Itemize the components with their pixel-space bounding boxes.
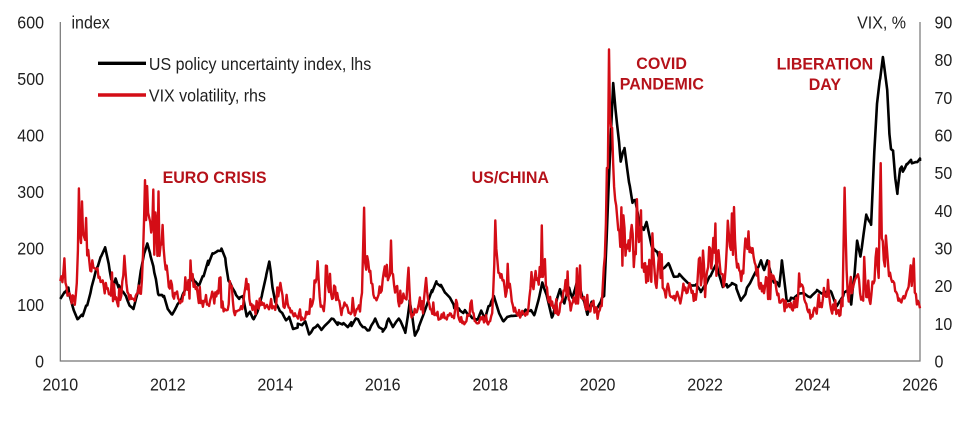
svg-text:60: 60 <box>935 126 953 146</box>
svg-text:US policy uncertainty index, l: US policy uncertainty index, lhs <box>149 54 371 74</box>
svg-text:2010: 2010 <box>43 375 79 395</box>
svg-text:0: 0 <box>35 352 44 372</box>
svg-text:2020: 2020 <box>580 375 616 395</box>
svg-text:EURO CRISIS: EURO CRISIS <box>163 169 267 187</box>
svg-text:VIX, %: VIX, % <box>857 13 906 33</box>
svg-text:500: 500 <box>17 69 44 89</box>
svg-text:10: 10 <box>935 314 953 334</box>
svg-text:600: 600 <box>17 13 44 33</box>
svg-text:300: 300 <box>17 182 44 202</box>
svg-text:2024: 2024 <box>795 375 831 395</box>
svg-text:index: index <box>72 13 111 33</box>
svg-text:30: 30 <box>935 239 953 259</box>
svg-text:70: 70 <box>935 88 953 108</box>
svg-text:DAY: DAY <box>809 76 841 94</box>
svg-text:0: 0 <box>935 352 944 372</box>
svg-text:PANDEMIC: PANDEMIC <box>620 75 704 93</box>
svg-text:VIX volatility, rhs: VIX volatility, rhs <box>149 86 266 106</box>
svg-text:LIBERATION: LIBERATION <box>777 55 874 73</box>
svg-text:COVID: COVID <box>636 55 687 73</box>
svg-text:80: 80 <box>935 50 953 70</box>
svg-text:US/CHINA: US/CHINA <box>472 169 550 187</box>
svg-text:2012: 2012 <box>150 375 186 395</box>
svg-text:90: 90 <box>935 13 953 33</box>
svg-text:2016: 2016 <box>365 375 401 395</box>
svg-text:50: 50 <box>935 163 953 183</box>
svg-text:40: 40 <box>935 201 953 221</box>
svg-text:2018: 2018 <box>472 375 508 395</box>
svg-text:200: 200 <box>17 239 44 259</box>
svg-text:400: 400 <box>17 126 44 146</box>
svg-text:2026: 2026 <box>902 375 938 395</box>
svg-text:2014: 2014 <box>257 375 293 395</box>
svg-text:2022: 2022 <box>687 375 723 395</box>
svg-text:100: 100 <box>17 295 44 315</box>
svg-text:20: 20 <box>935 276 953 296</box>
